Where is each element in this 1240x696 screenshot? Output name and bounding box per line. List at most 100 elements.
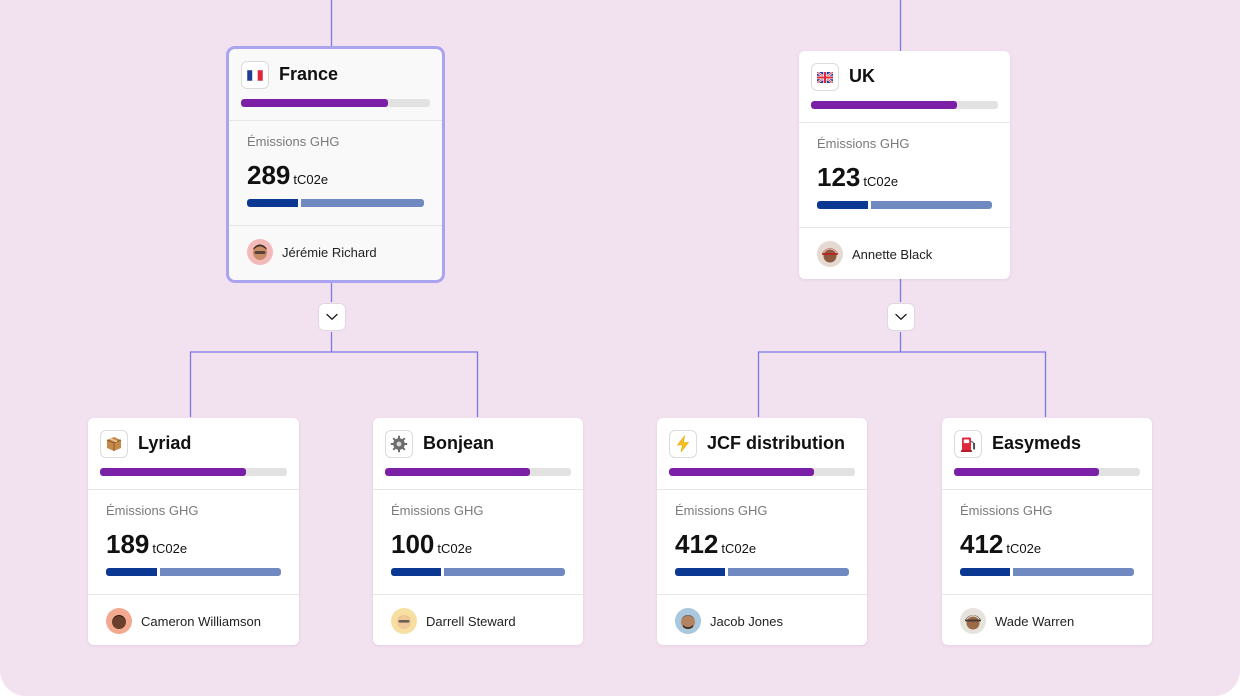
- emissions-unit: tC02e: [1006, 541, 1042, 556]
- entity-name: Bonjean: [423, 433, 495, 453]
- split-segment-primary: [106, 568, 157, 576]
- entity-card-bonjean[interactable]: Bonjean Émissions GHG 100 tC02e Darrell S…: [373, 418, 583, 645]
- entity-name: JCF distribution: [707, 433, 845, 453]
- progress-bar: [954, 468, 1140, 476]
- entity-card-jcf-distribution[interactable]: JCF distribution Émissions GHG 412 tC02e …: [657, 418, 867, 645]
- emissions-value: 100 tC02e: [391, 529, 472, 560]
- metric-label: Émissions GHG: [675, 503, 768, 518]
- metric-label: Émissions GHG: [391, 503, 484, 518]
- divider: [799, 122, 1010, 123]
- france-flag-icon: [241, 61, 269, 89]
- metric-label: Émissions GHG: [106, 503, 199, 518]
- emissions-split-bar: [960, 568, 1134, 576]
- progress-fill: [954, 468, 1100, 476]
- divider: [373, 594, 583, 595]
- divider: [657, 594, 867, 595]
- progress-bar: [241, 99, 430, 107]
- divider: [88, 594, 299, 595]
- connector-line: [757, 351, 1047, 417]
- split-segment-primary: [960, 568, 1011, 576]
- gear-icon: [385, 430, 413, 458]
- split-segment-primary: [247, 199, 299, 207]
- entity-card-france[interactable]: France Émissions GHG 289 tC02e Jérémie Ri…: [229, 49, 442, 280]
- emissions-unit: tC02e: [721, 541, 757, 556]
- entity-card-uk[interactable]: UK Émissions GHG 123 tC02e Annette Black: [799, 51, 1010, 279]
- avatar: [391, 608, 417, 634]
- fuel-pump-icon: [954, 430, 982, 458]
- emissions-value: 123 tC02e: [817, 162, 898, 193]
- divider: [88, 489, 299, 490]
- owner: Wade Warren: [960, 608, 1074, 634]
- emissions-number: 289: [247, 160, 291, 190]
- emissions-unit: tC02e: [152, 541, 188, 556]
- emissions-split-bar: [817, 201, 992, 209]
- split-segment-secondary: [301, 199, 424, 207]
- emissions-value: 289 tC02e: [247, 160, 328, 191]
- divider: [229, 225, 442, 226]
- emissions-value: 412 tC02e: [675, 529, 756, 560]
- split-segment-secondary: [1013, 568, 1134, 576]
- split-segment-primary: [391, 568, 442, 576]
- split-segment-primary: [817, 201, 868, 209]
- progress-bar: [669, 468, 855, 476]
- progress-bar: [100, 468, 287, 476]
- owner-name: Jacob Jones: [710, 613, 783, 629]
- split-segment-primary: [675, 568, 726, 576]
- expand-toggle-france[interactable]: [318, 303, 346, 331]
- owner: Jérémie Richard: [247, 239, 377, 265]
- progress-fill: [100, 468, 246, 476]
- split-segment-secondary: [870, 201, 992, 209]
- owner: Darrell Steward: [391, 608, 516, 634]
- divider: [373, 489, 583, 490]
- emissions-number: 412: [960, 529, 1004, 559]
- owner-name: Wade Warren: [995, 613, 1075, 629]
- divider: [657, 489, 867, 490]
- emissions-unit: tC02e: [437, 541, 473, 556]
- divider: [942, 489, 1152, 490]
- emissions-number: 412: [675, 529, 719, 559]
- emissions-value: 189 tC02e: [106, 529, 187, 560]
- chevron-down-icon: [326, 313, 338, 320]
- emissions-number: 100: [391, 529, 435, 559]
- emissions-unit: tC02e: [293, 172, 329, 187]
- divider: [942, 594, 1152, 595]
- entity-name: UK: [849, 66, 875, 86]
- progress-bar: [385, 468, 571, 476]
- expand-toggle-uk[interactable]: [887, 303, 915, 331]
- owner-name: Jérémie Richard: [282, 244, 377, 260]
- emissions-number: 189: [106, 529, 150, 559]
- avatar: [817, 241, 843, 267]
- split-segment-secondary: [728, 568, 849, 576]
- avatar: [106, 608, 132, 634]
- emissions-number: 123: [817, 162, 861, 192]
- chevron-down-icon: [895, 313, 907, 320]
- divider: [799, 227, 1010, 228]
- emissions-split-bar: [675, 568, 849, 576]
- owner: Jacob Jones: [675, 608, 783, 634]
- progress-bar: [811, 101, 998, 109]
- metric-label: Émissions GHG: [960, 503, 1053, 518]
- entity-card-lyriad[interactable]: Lyriad Émissions GHG 189 tC02e Cameron Wi…: [88, 418, 299, 645]
- emissions-split-bar: [391, 568, 565, 576]
- entity-name: Lyriad: [138, 433, 192, 453]
- owner-name: Annette Black: [852, 246, 933, 262]
- avatar: [675, 608, 701, 634]
- entity-name: France: [279, 64, 339, 84]
- entity-card-easymeds[interactable]: Easymeds Émissions GHG 412 tC02e Wade War…: [942, 418, 1152, 645]
- divider: [229, 120, 442, 121]
- uk-flag-icon: [811, 63, 839, 91]
- owner-name: Darrell Steward: [426, 613, 516, 629]
- owner-name: Cameron Williamson: [141, 613, 261, 629]
- metric-label: Émissions GHG: [247, 134, 340, 149]
- progress-fill: [669, 468, 815, 476]
- metric-label: Émissions GHG: [817, 136, 910, 151]
- split-segment-secondary: [444, 568, 565, 576]
- connector-line: [189, 351, 479, 417]
- emissions-unit: tC02e: [863, 174, 899, 189]
- avatar: [960, 608, 986, 634]
- entity-name: Easymeds: [992, 433, 1082, 453]
- avatar: [247, 239, 273, 265]
- package-icon: [100, 430, 128, 458]
